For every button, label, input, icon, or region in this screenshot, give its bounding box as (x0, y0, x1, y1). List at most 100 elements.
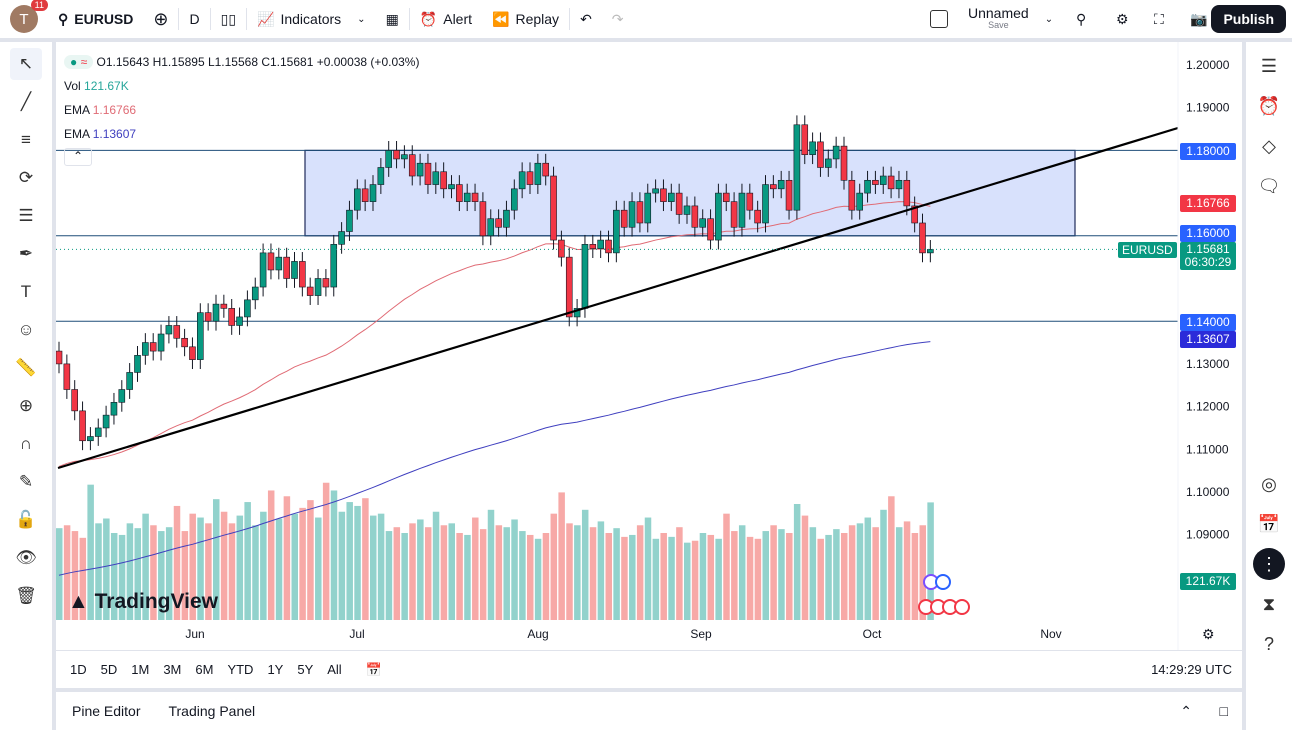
undo-button[interactable]: ↶ (570, 0, 602, 38)
chat-icon[interactable]: 🗨 (1257, 175, 1281, 196)
candle-body (330, 244, 338, 288)
volume-bar (385, 531, 393, 620)
candle-body (102, 414, 110, 429)
ruler-icon[interactable]: 📏 (15, 358, 37, 377)
timeframe-1y[interactable]: 1Y (267, 662, 284, 677)
publish-button[interactable]: Publish (1211, 5, 1286, 33)
candle-body (573, 308, 581, 318)
indicators-button[interactable]: 📈 Indicators ⌄ (247, 0, 376, 38)
candle-body (903, 179, 911, 207)
volume-bar (448, 523, 455, 620)
collapse-legend-button[interactable]: ⌃ (64, 148, 92, 166)
zoom-in-icon[interactable]: ⊕ (18, 396, 34, 415)
lock-pencil-icon[interactable]: ✎ (18, 472, 34, 491)
price-chart[interactable]: 1.20000 1.19000 1.13000 1.12000 1.11000 1.100… (56, 42, 1242, 650)
layers-icon[interactable]: ◇ (1262, 135, 1276, 156)
candle (102, 405, 110, 438)
snapshot-button[interactable]: 📷 (1180, 0, 1217, 38)
timeframe-5d[interactable]: 5D (100, 662, 118, 677)
brush-tool-icon[interactable]: ✒ (18, 244, 34, 263)
candle (330, 234, 338, 297)
templates-button[interactable]: ▦ (376, 0, 409, 38)
candle (471, 183, 479, 212)
candle (824, 149, 832, 177)
target-icon[interactable]: ◎ (1261, 473, 1277, 494)
alarm-clock-icon: ⏰ (419, 10, 438, 27)
eye-icon[interactable]: 👁 (15, 548, 37, 567)
magnet-icon[interactable]: ∩ (19, 434, 33, 453)
redo-button[interactable]: ↷ (602, 0, 634, 38)
trash-icon[interactable]: 🗑 (15, 586, 37, 605)
maximize-panel-icon[interactable]: □ (1219, 703, 1228, 719)
clock[interactable]: 14:29:29 UTC (1151, 662, 1232, 677)
pattern-tool-icon[interactable]: ⟳ (18, 168, 34, 187)
candle (872, 170, 879, 194)
x-tick-label: Sep (690, 627, 712, 641)
candle-body (722, 192, 730, 202)
candle-body (691, 205, 699, 228)
replay-button[interactable]: ⏪ Replay (482, 0, 569, 38)
timeframe-1d[interactable]: 1D (70, 662, 87, 677)
tab-pine-editor[interactable]: Pine Editor (72, 703, 141, 719)
candle (283, 247, 290, 288)
candle (259, 243, 267, 297)
text-tool-icon[interactable]: T (20, 282, 32, 301)
candle (730, 192, 738, 237)
timeframe-all[interactable]: All (327, 662, 342, 677)
candle-body (864, 179, 871, 194)
timeframe-6m[interactable]: 6M (195, 662, 214, 677)
interval-button[interactable]: D (179, 0, 209, 38)
volume-bar (895, 527, 903, 620)
timeframe-5y[interactable]: 5Y (297, 662, 314, 677)
candle-body (134, 355, 141, 373)
trendline-tool-icon[interactable]: ╱ (20, 92, 32, 111)
volume-bar (621, 536, 628, 620)
candle-body (605, 239, 612, 254)
collapse-panel-icon[interactable]: ⌃ (1180, 702, 1192, 719)
candle-body (94, 427, 102, 437)
volume-bar (56, 528, 63, 620)
tab-trading-panel[interactable]: Trading Panel (168, 703, 256, 719)
chart-type-button[interactable]: ▯▯ (211, 0, 246, 38)
candle-body (181, 337, 188, 348)
time-axis-settings-icon[interactable]: ⚙ (1202, 626, 1215, 642)
candle (463, 183, 471, 212)
alarm-clock-icon[interactable]: ⏰ (1257, 95, 1281, 116)
compare-symbol-button[interactable]: ⊕ (143, 0, 178, 38)
layout-button[interactable]: Unnamed Save ⌄ (920, 0, 1063, 38)
timeframe-3m[interactable]: 3M (163, 662, 182, 677)
avatar[interactable]: T 11 (10, 0, 48, 33)
candle (197, 303, 204, 370)
goto-date-icon[interactable]: 📅 (365, 661, 382, 677)
help-icon[interactable]: ? (1263, 633, 1274, 654)
candle (126, 363, 133, 399)
quick-search-button[interactable]: ⚲ (1066, 0, 1096, 38)
broadcast-icon[interactable]: ⧗ (1262, 593, 1276, 614)
candle-body (393, 150, 400, 160)
candle-body (204, 312, 212, 322)
symbol-search-button[interactable]: ⚲ EURUSD (48, 0, 143, 38)
apps-grid-icon[interactable]: ⋮ (1253, 548, 1285, 580)
cursor-icon[interactable]: ↖ (10, 48, 42, 80)
forecast-tool-icon[interactable]: ☰ (18, 206, 34, 225)
candle-body (824, 158, 832, 168)
settings-button[interactable]: ⚙ (1106, 0, 1139, 38)
fullscreen-button[interactable]: ⛶ (1144, 0, 1174, 38)
alert-button[interactable]: ⏰ Alert (410, 0, 482, 38)
lock-icon[interactable]: 🔓 (15, 510, 37, 529)
y-tick-label: 1.19000 (1186, 101, 1230, 115)
candle (738, 183, 746, 237)
candle (189, 337, 196, 370)
calendar-icon[interactable]: 📅 (1257, 513, 1281, 534)
candle-body (660, 188, 667, 202)
timeframe-ytd[interactable]: YTD (227, 662, 254, 677)
fib-tool-icon[interactable]: ≡ (21, 130, 31, 149)
timeframe-1m[interactable]: 1M (131, 662, 150, 677)
candle-body (408, 154, 416, 177)
candles-icon: ▯▯ (220, 10, 237, 27)
chart-pane[interactable]: 1.20000 1.19000 1.13000 1.12000 1.11000 1.100… (56, 42, 1242, 688)
emoji-tool-icon[interactable]: ☺ (17, 320, 35, 339)
layout-square-icon (930, 10, 948, 28)
watchlist-icon[interactable]: ☰ (1260, 55, 1278, 76)
volume-bar (118, 534, 126, 620)
